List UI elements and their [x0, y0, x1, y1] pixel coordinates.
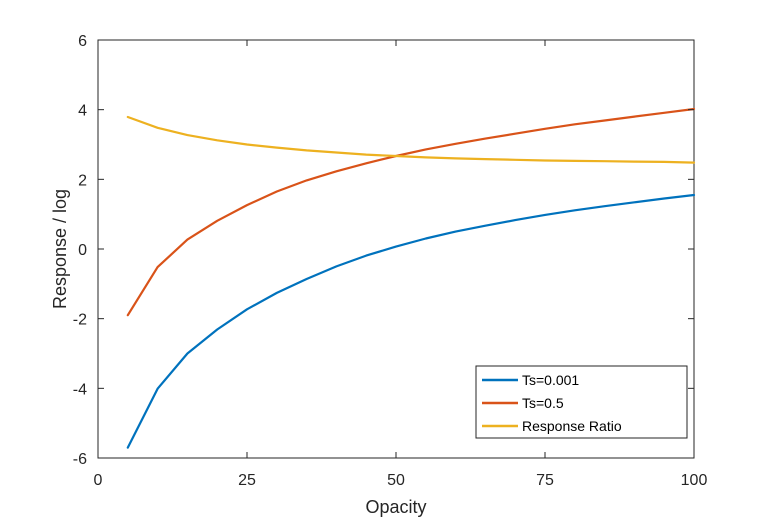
series-line-ts-0-5 — [126, 107, 696, 317]
x-tick-label: 0 — [94, 472, 103, 489]
series-line-response-ratio — [126, 115, 696, 164]
legend: Ts=0.001 Ts=0.5 Response Ratio — [475, 365, 688, 439]
x-axis-ticks: 0 25 50 75 100 — [94, 40, 708, 489]
y-tick-label: -2 — [73, 312, 87, 329]
legend-label-response-ratio: Response Ratio — [522, 418, 622, 434]
y-tick-label: 0 — [78, 242, 87, 259]
x-tick-label: 50 — [387, 472, 405, 489]
legend-label-ts-05: Ts=0.5 — [522, 395, 564, 411]
x-tick-label: 75 — [536, 472, 554, 489]
y-axis-title: Response / log — [50, 189, 70, 309]
series-line-ts-0-001 — [126, 193, 696, 449]
x-axis-title: Opacity — [365, 497, 426, 517]
x-tick-label: 25 — [238, 472, 256, 489]
y-tick-label: 6 — [78, 33, 87, 50]
y-tick-label: -4 — [73, 381, 87, 398]
series-layer — [126, 107, 696, 449]
y-tick-label: 2 — [78, 172, 87, 189]
y-axis-ticks: -6 -4 -2 0 2 4 6 — [73, 33, 694, 468]
legend-label-ts-0001: Ts=0.001 — [522, 372, 579, 388]
y-tick-label: 4 — [78, 103, 87, 120]
y-tick-label: -6 — [73, 451, 87, 468]
x-tick-label: 100 — [681, 472, 708, 489]
plot-area: 0 25 50 75 100 -6 -4 -2 0 2 4 6 — [73, 33, 708, 489]
